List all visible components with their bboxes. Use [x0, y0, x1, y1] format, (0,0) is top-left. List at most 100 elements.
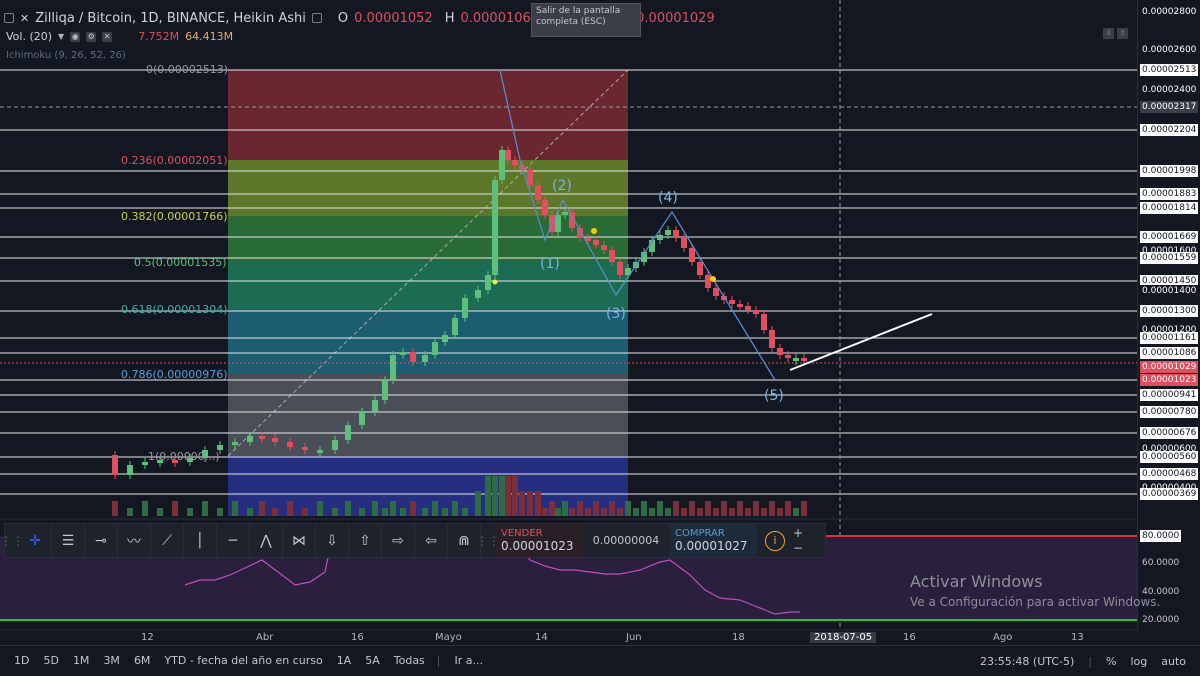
volume-bar	[633, 508, 639, 516]
horizontal-line-tool-icon[interactable]: ─	[217, 524, 250, 557]
info-icon[interactable]: i	[765, 530, 785, 551]
arrow-left-icon[interactable]: ⇦	[415, 524, 448, 557]
bottom-right-controls: 23:55:48 (UTC-5) | % log auto	[980, 646, 1186, 676]
auto-toggle[interactable]: auto	[1161, 654, 1186, 668]
volume-bar	[345, 501, 351, 516]
fib-label-618: 0.618(0.00001304)	[121, 303, 228, 316]
volume-bar	[697, 508, 703, 516]
trend-line-tool-icon[interactable]: ⟋	[151, 524, 184, 557]
time-label: 14	[535, 632, 548, 643]
range-3m[interactable]: 3M	[103, 654, 120, 667]
wave-label-1: (1)	[540, 256, 560, 272]
range-5a[interactable]: 5A	[365, 654, 380, 667]
lines-tool-icon[interactable]: ☰	[52, 524, 85, 557]
symbol-title[interactable]: Zilliqa / Bitcoin, 1D, BINANCE, Heikin A…	[35, 10, 306, 26]
volume-bar	[259, 501, 265, 516]
crosshair-time-label: 2018-07-05	[810, 632, 877, 643]
chart-header: ✕ Zilliqa / Bitcoin, 1D, BINANCE, Heikin…	[4, 8, 715, 28]
minus-button[interactable]: −	[793, 540, 804, 555]
volume-bar	[142, 501, 148, 516]
volume-bar	[705, 501, 711, 516]
price-label: 0.00002800	[1140, 6, 1199, 18]
vertical-line-tool-icon[interactable]: │	[184, 524, 217, 557]
close-icon[interactable]: ✕	[102, 31, 113, 42]
open-value: 0.00001052	[354, 10, 433, 26]
volume-bar	[475, 491, 481, 516]
time-label: 16	[903, 632, 916, 643]
volume-bar	[232, 501, 238, 516]
volume-bars	[112, 476, 807, 516]
drawing-toolbar: ⋮⋮ ✛ ☰ ⊸ 〰 ⟋ │ ─ ⋀ ⋈ ⇩ ⇧ ⇨ ⇦ ⋒ ⋮⋮ VENDER…	[0, 523, 826, 558]
volume-bar	[729, 508, 735, 516]
scroll-down-icon[interactable]: ⇩	[1103, 28, 1114, 39]
volume-bar	[761, 508, 767, 516]
xabcd-pattern-icon[interactable]: ⋈	[283, 524, 316, 557]
ichimoku-label[interactable]: Ichimoku (9, 26, 52, 26)	[6, 50, 126, 61]
percent-toggle[interactable]: %	[1106, 654, 1117, 668]
range-ytd[interactable]: YTD - fecha del año en curso	[164, 654, 323, 667]
time-label: 12	[141, 632, 154, 643]
arrow-down-icon[interactable]: ⇩	[316, 524, 349, 557]
arrow-right-icon[interactable]: ⇨	[382, 524, 415, 557]
volume-bar	[801, 501, 807, 516]
eye-icon[interactable]: ◉	[70, 31, 81, 42]
divider: |	[1088, 654, 1092, 668]
log-toggle[interactable]: log	[1130, 654, 1148, 668]
fib-label-5: 0.5(0.00001535)	[134, 256, 227, 269]
volume-bar	[172, 501, 178, 516]
candles	[112, 146, 807, 479]
fib-band-382	[228, 216, 628, 262]
price-label: 0.00000780	[1140, 406, 1199, 418]
time-label: Abr	[256, 632, 274, 643]
current-price-label-2: 0.00001023	[1140, 374, 1199, 386]
volume-bar	[609, 501, 615, 516]
gear-icon[interactable]: ⚙	[86, 31, 97, 42]
range-all[interactable]: Todas	[393, 654, 425, 667]
range-1m[interactable]: 1M	[72, 654, 90, 667]
horizontal-ray-icon[interactable]: ⊸	[85, 524, 118, 557]
scroll-up-icon[interactable]: ⇧	[1117, 28, 1128, 39]
volume-bar	[332, 508, 338, 516]
sell-button[interactable]: VENDER 0.00001023	[495, 524, 583, 557]
price-axis[interactable]	[1137, 0, 1200, 630]
arrow-up-icon[interactable]: ⇧	[349, 524, 382, 557]
elliott-wave-tool-icon[interactable]: 〰	[118, 524, 151, 557]
volume-bar	[593, 501, 599, 516]
drag-handle-icon[interactable]: ⋮⋮	[0, 533, 24, 548]
range-5d[interactable]: 5D	[43, 654, 59, 667]
fib-band-1	[228, 456, 628, 516]
buy-button[interactable]: COMPRAR 0.00001027	[669, 524, 757, 557]
head-shoulders-icon[interactable]: ⋒	[448, 524, 481, 557]
settings-icon[interactable]	[311, 13, 322, 23]
wave-label-3: (3)	[606, 306, 626, 322]
volume-bar	[649, 508, 655, 516]
volume-bar	[432, 501, 438, 516]
rsi-line	[184, 544, 800, 615]
bottom-toolbar: 1D 5D 1M 3M 6M YTD - fecha del año en cu…	[0, 645, 1200, 675]
elliott-wave-line[interactable]	[499, 69, 776, 381]
current-price-label: 0.00001029	[1140, 361, 1199, 373]
volume-bar	[400, 508, 406, 516]
range-1a[interactable]: 1A	[336, 654, 352, 667]
crosshair-tool-icon[interactable]: ✛	[19, 524, 52, 557]
drag-handle-icon[interactable]: ⋮⋮	[476, 533, 500, 548]
volume-bar	[785, 501, 791, 516]
goto-button[interactable]: Ir a...	[454, 654, 484, 667]
volume-bar	[527, 491, 533, 516]
fib-retracement[interactable]	[227, 69, 629, 516]
chevron-down-icon[interactable]: ▼	[58, 32, 65, 41]
volume-bar	[577, 501, 583, 516]
range-1d[interactable]: 1D	[14, 654, 30, 667]
abcd-pattern-icon[interactable]: ⋀	[250, 524, 283, 557]
range-6m[interactable]: 6M	[133, 654, 151, 667]
volume-bar	[519, 491, 525, 516]
fib-band-618	[228, 309, 628, 374]
trend-line[interactable]	[789, 313, 933, 371]
collapse-icon[interactable]	[4, 13, 14, 23]
horizontal-lines	[0, 69, 1137, 495]
plus-button[interactable]: +	[793, 525, 804, 540]
volume-bar	[681, 508, 687, 516]
volume-label[interactable]: Vol. (20)	[6, 30, 53, 43]
volume-ma-value: 64.413M	[185, 30, 234, 43]
